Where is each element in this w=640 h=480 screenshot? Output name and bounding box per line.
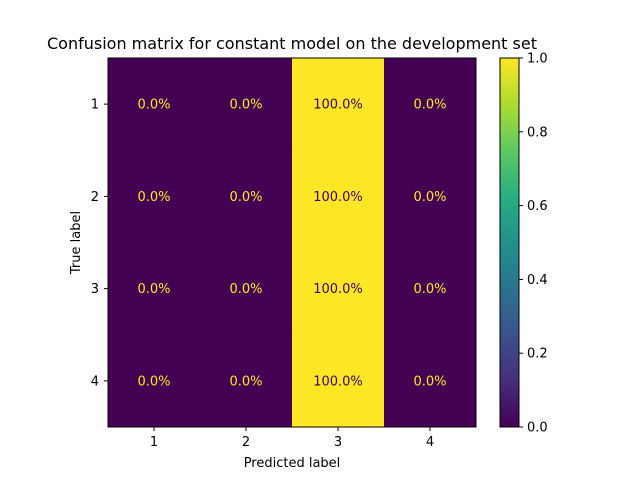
heatmap-cell: [292, 242, 385, 336]
x-tick-label: 1: [150, 435, 158, 450]
cell-value-label: 0.0%: [137, 98, 170, 113]
y-tick-label: 1: [91, 98, 99, 113]
y-tick-label: 4: [91, 374, 99, 389]
heatmap-cell: [108, 242, 201, 336]
cell-value-label: 0.0%: [137, 282, 170, 297]
colorbar-tick-label: 0.0: [527, 421, 548, 436]
cell-value-label: 0.0%: [229, 190, 262, 205]
heatmap-cell: [384, 334, 477, 428]
cell-value-label: 100.0%: [313, 282, 363, 297]
cell-value-label: 100.0%: [313, 190, 363, 205]
y-tick-label: 2: [91, 190, 99, 205]
heatmap-cell-labels: 0.0% 0.0% 100.0% 0.0% 0.0% 0.0% 100.0% 0.0% 0.0%…: [137, 98, 446, 390]
colorbar-tick-label: 0.4: [527, 273, 548, 288]
heatmap-cell: [200, 58, 293, 151]
heatmap-cell: [200, 150, 293, 243]
heatmap-cell: [384, 150, 477, 243]
heatmap-cell: [292, 334, 385, 428]
heatmap-cell: [292, 58, 385, 151]
colorbar-tick-label: 1.0: [527, 52, 548, 67]
cell-value-label: 0.0%: [229, 374, 262, 389]
x-axis-ticks: 1 2 3 4: [150, 427, 434, 450]
heatmap-cell: [108, 58, 201, 151]
heatmap-cell: [108, 150, 201, 243]
colorbar-tick-label: 0.6: [527, 199, 548, 214]
x-axis-label: Predicted label: [244, 456, 341, 471]
x-tick-label: 4: [426, 435, 434, 450]
cell-value-label: 0.0%: [137, 374, 170, 389]
y-axis-ticks: 1 2 3 4: [91, 98, 108, 389]
cell-value-label: 0.0%: [413, 374, 446, 389]
y-tick-label: 3: [91, 282, 99, 297]
chart-title: Confusion matrix for constant model on t…: [47, 34, 537, 53]
cell-value-label: 0.0%: [229, 282, 262, 297]
plot-frame: [107, 57, 477, 428]
heatmap-cell: [292, 150, 385, 243]
heatmap-cell: [200, 334, 293, 428]
heatmap-cells: [108, 58, 477, 428]
cell-value-label: 0.0%: [137, 190, 170, 205]
colorbar-tick-label: 0.2: [527, 347, 548, 362]
x-tick-label: 2: [242, 435, 250, 450]
colorbar-ticks: 0.0 0.2 0.4 0.6 0.8 1.0: [519, 52, 548, 436]
cell-value-label: 0.0%: [413, 98, 446, 113]
cell-value-label: 0.0%: [413, 190, 446, 205]
y-axis-label: True label: [69, 211, 84, 275]
cell-value-label: 100.0%: [313, 98, 363, 113]
cell-value-label: 100.0%: [313, 374, 363, 389]
heatmap-cell: [200, 242, 293, 336]
cell-value-label: 0.0%: [413, 282, 446, 297]
heatmap-cell: [384, 58, 477, 151]
x-tick-label: 3: [334, 435, 342, 450]
cell-value-label: 0.0%: [229, 98, 262, 113]
heatmap-cell: [108, 334, 201, 428]
colorbar-tick-label: 0.8: [527, 125, 548, 140]
heatmap-cell: [384, 242, 477, 336]
colorbar: [499, 57, 520, 428]
